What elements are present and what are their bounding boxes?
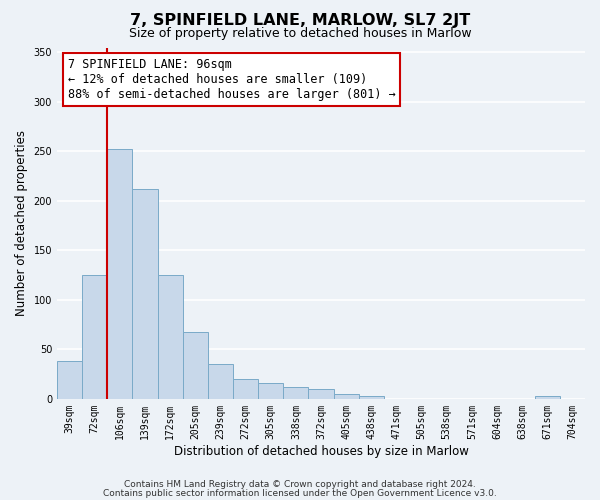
Bar <box>82 275 107 399</box>
Text: 7, SPINFIELD LANE, MARLOW, SL7 2JT: 7, SPINFIELD LANE, MARLOW, SL7 2JT <box>130 12 470 28</box>
Bar <box>359 396 384 399</box>
Text: 7 SPINFIELD LANE: 96sqm
← 12% of detached houses are smaller (109)
88% of semi-d: 7 SPINFIELD LANE: 96sqm ← 12% of detache… <box>68 58 395 101</box>
Y-axis label: Number of detached properties: Number of detached properties <box>15 130 28 316</box>
Text: Size of property relative to detached houses in Marlow: Size of property relative to detached ho… <box>128 28 472 40</box>
Bar <box>535 396 560 399</box>
Bar <box>183 332 208 399</box>
Bar <box>208 364 233 399</box>
Bar <box>308 389 334 399</box>
Text: Contains HM Land Registry data © Crown copyright and database right 2024.: Contains HM Land Registry data © Crown c… <box>124 480 476 489</box>
Text: Contains public sector information licensed under the Open Government Licence v3: Contains public sector information licen… <box>103 488 497 498</box>
Bar <box>258 383 283 399</box>
Bar <box>283 387 308 399</box>
Bar <box>107 150 133 399</box>
X-axis label: Distribution of detached houses by size in Marlow: Distribution of detached houses by size … <box>173 444 469 458</box>
Bar <box>334 394 359 399</box>
Bar <box>57 361 82 399</box>
Bar <box>233 379 258 399</box>
Bar <box>133 189 158 399</box>
Bar <box>158 275 183 399</box>
